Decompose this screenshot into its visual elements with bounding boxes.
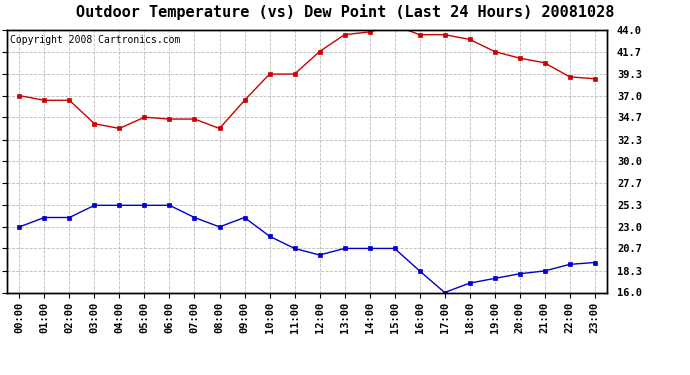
Text: Outdoor Temperature (vs) Dew Point (Last 24 Hours) 20081028: Outdoor Temperature (vs) Dew Point (Last… [76,4,614,20]
Text: Copyright 2008 Cartronics.com: Copyright 2008 Cartronics.com [10,35,180,45]
